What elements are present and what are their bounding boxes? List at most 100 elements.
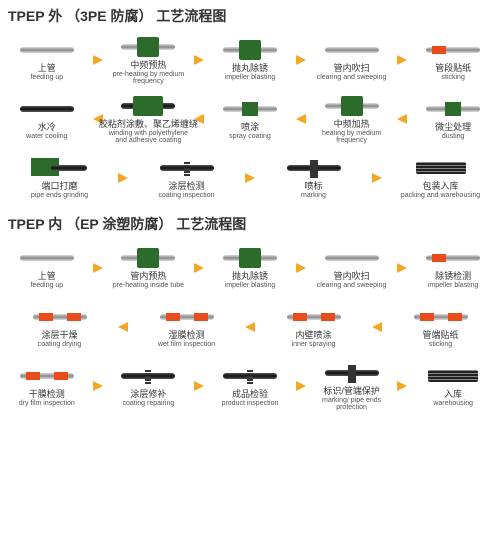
step-label-en: dusting [442,133,465,140]
step-label-en: inner spraying [292,341,336,348]
flow-arrow-icon [242,172,258,184]
flow-arrow-icon [394,113,410,125]
step-label-cn: 喷标 [304,182,322,192]
step-label-en: dry film inspection [19,400,75,407]
step-icon [221,97,279,121]
title-outer: TPEP 外 （3PE 防腐） 工艺流程图 [4,6,496,26]
process-step: 上管feeding up [4,38,90,81]
process-step: 微尘处理dusting [410,97,496,140]
flow-arrow-icon [394,262,410,274]
step-label-en: marking/ pipe ends protection [312,397,392,412]
step-label-en: pre-heating inside tube [113,282,184,289]
step-icon [18,364,76,388]
step-label-en: product inspection [222,400,279,407]
flow-arrow-icon [369,321,385,333]
step-label-cn: 中频预热 [130,61,166,71]
step-label-cn: 管内吹扫 [334,272,370,282]
step-label-en: sticking [429,341,452,348]
process-step: 涂层干燥coating drying [4,305,115,348]
step-label-cn: 入库 [444,390,462,400]
flow-arrow-icon [293,113,309,125]
process-row: 端口打磨pipe ends grinding 涂层检测coating inspec… [4,150,496,206]
rows-inner: 上管feeding up管内预热pre-heating inside tube抛… [4,240,496,414]
process-step: 上管feeding up [4,246,90,289]
step-label-cn: 水冷 [38,123,56,133]
step-label-cn: 除锈检测 [435,272,471,282]
step-label-cn: 湿膜检测 [168,331,204,341]
process-step: 管端贴纸sticking [385,305,496,348]
step-icon [18,97,76,121]
title-inner: TPEP 内 （EP 涂塑防腐） 工艺流程图 [4,214,496,234]
step-icon [158,156,216,180]
step-label-en: clearing and sweeping [317,282,387,289]
step-label-cn: 中频加热 [334,120,370,130]
flow-arrow-icon [115,321,131,333]
step-label-en: spray coating [229,133,271,140]
process-step: 端口打磨pipe ends grinding [4,156,115,199]
step-label-en: clearing and sweeping [317,74,387,81]
process-step: 中频加热heating by medium frequency [309,94,395,145]
flow-arrow-icon [394,380,410,392]
step-label-cn: 涂层干燥 [41,331,77,341]
process-row: 干膜检测dry film inspection 涂层修补coating repai… [4,358,496,414]
step-icon [323,361,381,385]
step-label-cn: 管段贴纸 [435,64,471,74]
step-icon [221,38,279,62]
flow-arrow-icon [293,54,309,66]
step-icon [323,38,381,62]
step-label-cn: 包装入库 [422,182,458,192]
step-label-en: winding with polyethylene and adhesive c… [108,130,188,145]
flow-arrow-icon [369,172,385,184]
step-label-en: water cooling [26,133,67,140]
step-icon [119,364,177,388]
flow-arrow-icon [394,54,410,66]
process-step: 喷涂spray coating [207,97,293,140]
step-label-cn: 微尘处理 [435,123,471,133]
process-step: 抛丸除锈impeller blasting [207,38,293,81]
step-label-cn: 上管 [38,64,56,74]
step-icon [323,246,381,270]
process-step: 中频预热pre-heating by medium frequency [106,35,192,86]
flow-arrow-icon [242,321,258,333]
process-step: 抛丸除锈impeller blasting [207,246,293,289]
process-step: 湿膜检测wet film inspection [131,305,242,348]
step-label-cn: 抛丸除锈 [232,64,268,74]
step-icon [158,305,216,329]
step-label-cn: 干膜检测 [29,390,65,400]
step-label-cn: 上管 [38,272,56,282]
step-icon [31,305,89,329]
process-step: 涂层修补coating repairing [106,364,192,407]
flow-arrow-icon [115,172,131,184]
flow-arrow-icon [90,54,106,66]
step-icon [424,246,482,270]
process-row: 上管feeding up管内预热pre-heating inside tube抛… [4,240,496,296]
process-step: 涂层检测coating inspection [131,156,242,199]
step-label-cn: 成品检验 [232,390,268,400]
step-label-cn: 涂层修补 [130,390,166,400]
step-label-cn: 内壁喷涂 [295,331,331,341]
step-label-en: pipe ends grinding [31,192,88,199]
flow-arrow-icon [90,262,106,274]
step-label-en: pre-heating by medium frequency [108,71,188,86]
process-step: 入库warehousing [410,364,496,407]
step-icon [424,38,482,62]
process-step: 管段贴纸sticking [410,38,496,81]
step-icon [18,38,76,62]
step-label-en: marking [301,192,326,199]
step-label-cn: 喷涂 [241,123,259,133]
step-icon [221,364,279,388]
flow-arrow-icon [191,54,207,66]
step-icon [412,305,470,329]
process-row: 涂层干燥coating drying 湿膜检测wet film inspectio… [4,299,496,355]
process-row: 上管feeding up 中频预热pre-heating by medium fr… [4,32,496,88]
step-label-cn: 管端贴纸 [422,331,458,341]
section-inner: TPEP 内 （EP 涂塑防腐） 工艺流程图 上管feeding up管内预热p… [4,214,496,414]
step-label-cn: 涂层检测 [168,182,204,192]
process-row: 水冷water cooling胶粘剂涂敷、聚乙烯缠绕winding with p… [4,91,496,147]
process-step: 包装入库packing and warehousing [385,156,496,199]
step-label-en: sticking [442,74,465,81]
step-label-en: impeller blasting [225,74,276,81]
step-icon [221,246,279,270]
step-label-en: packing and warehousing [401,192,480,199]
step-icon [285,156,343,180]
